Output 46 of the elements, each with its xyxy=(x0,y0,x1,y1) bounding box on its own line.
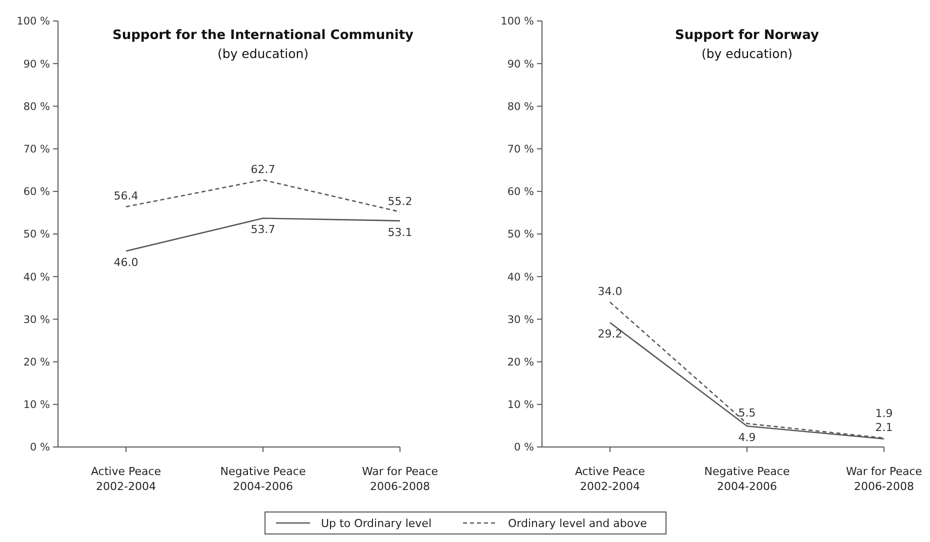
text: Support for Norway xyxy=(675,28,820,43)
y-tick-label: 20 % xyxy=(23,356,50,368)
data-label: 56.4 xyxy=(114,190,138,203)
y-tick-label: 90 % xyxy=(507,58,534,70)
y-tick-label: 100 % xyxy=(16,16,50,28)
y-tick-label: 90 % xyxy=(23,58,50,70)
data-label: 2.1 xyxy=(875,421,893,434)
data-label: 53.7 xyxy=(250,223,276,236)
y-tick-label: 100 % xyxy=(500,16,534,28)
y-tick-label: 80 % xyxy=(23,100,50,113)
y-tick-label: 20 % xyxy=(507,356,534,368)
x-tick-label: Active Peace 2002-2004 xyxy=(574,465,646,493)
y-tick-label: 50 % xyxy=(507,228,534,241)
data-label: 5.5 xyxy=(738,406,756,420)
x-tick-label: War for Peace 2006-2008 xyxy=(846,465,922,493)
data-label: 29.2 xyxy=(598,328,622,341)
data-label: 46.0 xyxy=(114,256,138,270)
y-tick-label: 0 % xyxy=(30,442,50,454)
y-tick-label: 0 % xyxy=(514,442,534,454)
y-tick-label: 60 % xyxy=(507,186,534,198)
data-label: 62.7 xyxy=(250,162,276,176)
data-label: 55.2 xyxy=(388,194,412,208)
legend-label: Up to Ordinary level xyxy=(321,516,432,530)
data-label: 1.9 xyxy=(875,407,893,420)
y-tick-label: 70 % xyxy=(23,143,50,156)
text: (by education) xyxy=(701,46,793,61)
x-tick-label: War for Peace 2006-2008 xyxy=(362,465,438,493)
data-label: 53.1 xyxy=(388,226,412,239)
text: Support for the International Community xyxy=(112,28,414,43)
legend-label: Ordinary level and above xyxy=(508,516,648,530)
x-tick-label: Negative Peace 2004-2006 xyxy=(704,465,790,493)
x-tick-label: Active Peace 2002-2004 xyxy=(90,465,162,493)
y-tick-label: 30 % xyxy=(507,314,534,326)
y-tick-label: 40 % xyxy=(23,271,50,284)
y-tick-label: 10 % xyxy=(23,399,50,412)
y-tick-label: 30 % xyxy=(23,314,50,326)
y-tick-label: 10 % xyxy=(507,399,534,412)
x-tick-label: Negative Peace 2004-2006 xyxy=(220,465,306,493)
text: (by education) xyxy=(217,46,309,61)
y-tick-label: 40 % xyxy=(507,271,534,284)
y-tick-label: 50 % xyxy=(23,228,50,241)
y-tick-label: 60 % xyxy=(23,186,50,198)
y-tick-label: 80 % xyxy=(507,100,534,113)
y-tick-label: 70 % xyxy=(507,143,534,156)
data-label: 34.0 xyxy=(598,285,622,298)
data-label: 4.9 xyxy=(738,431,756,444)
